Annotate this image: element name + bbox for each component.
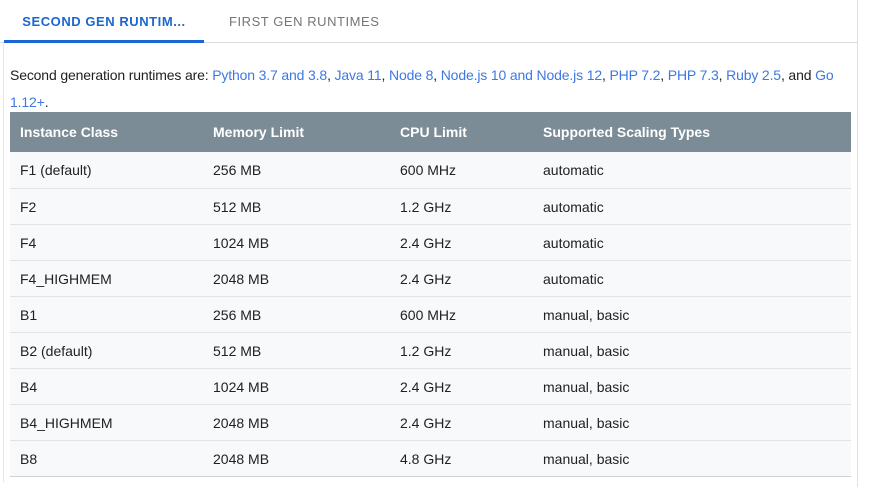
runtime-link[interactable]: PHP 7.3 — [667, 67, 719, 83]
table-row: B4 1024 MB 2.4 GHz manual, basic — [10, 368, 851, 404]
table-cell: automatic — [543, 270, 604, 287]
table-cell: 2048 MB — [213, 270, 270, 287]
table-cell: manual, basic — [543, 342, 630, 359]
table-cell: manual, basic — [543, 378, 630, 395]
runtime-link[interactable]: Ruby 2.5 — [726, 67, 781, 83]
table-cell: 1.2 GHz — [400, 342, 452, 359]
table-cell: F2 — [20, 198, 37, 215]
table-cell: 2.4 GHz — [400, 378, 452, 395]
table-cell: 600 MHz — [400, 162, 457, 178]
intro-text: , — [327, 67, 335, 83]
table-cell: B8 — [20, 450, 38, 467]
runtime-link[interactable]: Node.js 10 and Node.js 12 — [440, 67, 602, 83]
intro-text: , and — [780, 67, 816, 83]
table-row: F4_HIGHMEM 2048 MB 2.4 GHz automatic — [10, 260, 851, 296]
table-cell: F1 (default) — [20, 162, 92, 178]
tab-label: SECOND GEN RUNTIM... — [22, 13, 186, 29]
table-cell: 1.2 GHz — [400, 198, 452, 215]
table-cell: manual, basic — [543, 306, 630, 323]
table-row: F2 512 MB 1.2 GHz automatic — [10, 188, 851, 224]
intro-text: , — [601, 67, 610, 83]
table-row: B4_HIGHMEM 2048 MB 2.4 GHz manual, basic — [10, 404, 851, 440]
runtime-link[interactable]: PHP 7.2 — [609, 67, 661, 83]
column-header: Memory Limit — [213, 124, 305, 140]
panel-left-border — [3, 43, 4, 482]
table-cell: 512 MB — [213, 342, 262, 359]
table-cell: automatic — [543, 162, 604, 178]
tab-first-gen-runtimes[interactable]: FIRST GEN RUNTIMES — [204, 0, 405, 42]
table-cell: manual, basic — [543, 414, 630, 431]
table-cell: F4_HIGHMEM — [20, 270, 112, 287]
table-row: B8 2048 MB 4.8 GHz manual, basic — [10, 440, 851, 476]
table-body: F1 (default) 256 MB 600 MHz automatic F2 512 … — [10, 152, 851, 476]
runtime-link[interactable]: 1.12+ — [10, 94, 45, 110]
column-header: Instance Class — [20, 124, 119, 140]
table-cell: 256 MB — [213, 162, 262, 178]
table-cell: 512 MB — [213, 198, 262, 215]
table-cell: 2048 MB — [213, 414, 270, 431]
table-cell: 256 MB — [213, 306, 262, 323]
table-row: F4 1024 MB 2.4 GHz automatic — [10, 224, 851, 260]
tab-second-gen-runtimes[interactable]: SECOND GEN RUNTIM... — [4, 0, 204, 43]
table-cell: 600 MHz — [400, 306, 457, 323]
table-cell: 1024 MB — [213, 378, 270, 395]
runtime-link[interactable]: Java 11 — [334, 67, 382, 83]
table-row: B1 256 MB 600 MHz manual, basic — [10, 296, 851, 332]
table-cell: B4 — [20, 378, 38, 395]
table-cell: manual, basic — [543, 450, 630, 467]
instance-class-table: Instance Class Memory Limit CPU Limit Suppo… — [10, 112, 851, 477]
table-cell: B1 — [20, 306, 38, 323]
column-header: Supported Scaling Types — [543, 124, 710, 140]
intro-text: . — [44, 94, 49, 110]
column-header: CPU Limit — [400, 124, 467, 140]
tab-label: FIRST GEN RUNTIMES — [229, 13, 380, 29]
intro-text: , — [718, 67, 727, 83]
table-header-row: Instance Class Memory Limit CPU Limit Suppo… — [10, 112, 851, 152]
table-row: B2 (default) 512 MB 1.2 GHz manual, basic — [10, 332, 851, 368]
table-cell: automatic — [543, 198, 604, 215]
runtime-link[interactable]: Node 8 — [388, 67, 434, 83]
runtime-link[interactable]: Python 3.7 and 3.8 — [212, 67, 328, 83]
table-row: F1 (default) 256 MB 600 MHz automatic — [10, 152, 851, 188]
intro-text: , — [660, 67, 668, 83]
table-cell: 2048 MB — [213, 450, 270, 467]
table-cell: 4.8 GHz — [400, 450, 452, 467]
intro-text: Second generation runtimes are: — [10, 67, 213, 83]
table-cell: 2.4 GHz — [400, 234, 452, 251]
table-cell: automatic — [543, 234, 604, 251]
tab-bar: SECOND GEN RUNTIM... FIRST GEN RUNTIMES — [0, 0, 858, 43]
table-cell: B2 (default) — [20, 342, 93, 359]
table-cell: 1024 MB — [213, 234, 270, 251]
table-cell: B4_HIGHMEM — [20, 414, 113, 431]
intro-text: , — [381, 67, 389, 83]
table-cell: 2.4 GHz — [400, 414, 452, 431]
table-cell: 2.4 GHz — [400, 270, 452, 287]
runtime-link[interactable]: Go — [815, 67, 834, 83]
page-right-border — [857, 0, 858, 487]
intro-text: , — [433, 67, 441, 83]
intro-paragraph: Second generation runtimes are: Python 3… — [10, 62, 858, 116]
table-cell: F4 — [20, 234, 37, 251]
